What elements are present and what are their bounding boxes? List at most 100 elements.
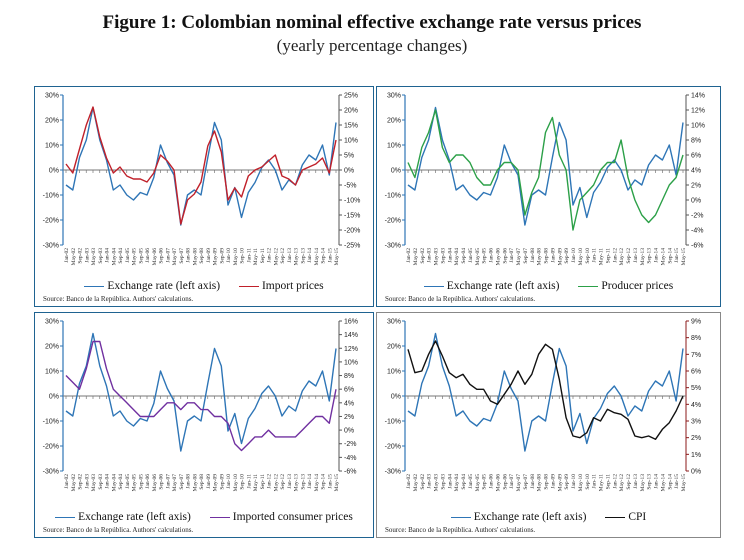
series-line-import-prices [65, 106, 337, 225]
legend-swatch [605, 516, 626, 518]
right-tick-label: 6% [691, 153, 701, 160]
right-tick-label: -20% [344, 228, 360, 235]
x-tick-label: May-07 [172, 248, 178, 266]
chart-svg: 30% 20% 10% 0% -10% -20% -30% 14% 12% 10% 8% 6% 4% 2%… [385, 93, 705, 266]
x-tick-label: May-03 [91, 248, 97, 266]
x-tick-label: Sep-05 [138, 474, 144, 490]
right-tick-label: 2% [691, 435, 701, 442]
panel-imported-consumer-prices: 30% 20% 10% 0% -10% -20% -30% 16% 14% 12% 10% 8% 6% 4… [34, 312, 374, 538]
legend-item: Producer prices [578, 280, 673, 292]
left-tick-label: 10% [45, 143, 59, 150]
x-tick-label: Jan-15 [327, 474, 333, 489]
right-tick-label: 1% [691, 452, 701, 459]
x-tick-label: May-14 [660, 474, 666, 492]
x-tick-label: Sep-10 [240, 248, 246, 264]
x-tick-label: Jan-09 [550, 248, 556, 263]
x-tick-label: Jan-07 [165, 474, 171, 489]
x-tick-label: Jan-09 [550, 474, 556, 489]
legend-swatch [450, 516, 471, 518]
x-tick-label: Sep-07 [179, 248, 185, 264]
left-tick-label: 10% [387, 369, 401, 376]
series-line-imported-consumer-prices [65, 340, 337, 452]
x-tick-label: Sep-11 [605, 248, 611, 264]
x-tick-label: Jan-07 [165, 248, 171, 263]
legend-item: Import prices [238, 280, 324, 292]
left-tick-label: -30% [385, 243, 401, 250]
x-tick-label: Sep-03 [98, 248, 104, 264]
x-tick-label: Jan-15 [327, 248, 333, 263]
x-tick-label: May-04 [111, 248, 117, 266]
x-tick-label: May-08 [192, 248, 198, 266]
chart-svg: 30% 20% 10% 0% -10% -20% -30% 9% 8% 7% 6% 5% 4% 3% 2% 1… [385, 319, 701, 492]
x-tick-label: May-11 [253, 474, 259, 491]
x-tick-label: May-11 [599, 248, 605, 265]
x-tick-label: Jan-14 [307, 248, 313, 263]
x-tick-label: Jan-06 [489, 248, 495, 263]
series-line-exchange-rate-left-axis [65, 332, 337, 452]
legend-item: Exchange rate (left axis) [423, 280, 559, 292]
left-tick-label: 0% [49, 168, 59, 175]
x-tick-label: Sep-11 [260, 474, 266, 490]
x-tick-label: May-02 [413, 474, 419, 492]
x-tick-label: May-02 [71, 248, 77, 266]
series-line-cpi [407, 340, 684, 441]
series-line-exchange-rate-left-axis [407, 332, 684, 452]
x-tick-label: Jan-15 [674, 248, 680, 263]
x-tick-label: Jan-14 [654, 474, 660, 489]
x-tick-label: Sep-09 [564, 474, 570, 490]
right-tick-label: 6% [691, 369, 701, 376]
x-tick-label: May-08 [537, 248, 543, 266]
left-tick-label: 10% [387, 143, 401, 150]
x-tick-label: Sep-08 [199, 248, 205, 264]
panel-import-prices: 30% 20% 10% 0% -10% -20% -30% 25% 20% 15% 10% 5% 0% -… [34, 86, 374, 307]
x-tick-label: Jan-04 [105, 248, 111, 263]
x-tick-label: May-10 [233, 248, 239, 266]
right-tick-label: 4% [691, 168, 701, 175]
right-tick-label: 7% [691, 352, 701, 359]
x-tick-label: Jan-08 [186, 248, 192, 263]
left-tick-label: 30% [45, 319, 59, 326]
right-tick-label: -6% [344, 469, 356, 476]
x-tick-label: May-11 [599, 474, 605, 491]
x-tick-label: Sep-08 [544, 248, 550, 264]
right-tick-label: 2% [691, 183, 701, 190]
right-tick-label: -6% [691, 243, 703, 250]
x-tick-label: Jan-05 [468, 248, 474, 263]
x-tick-label: Sep-07 [179, 474, 185, 490]
legend-swatch [423, 285, 444, 287]
x-tick-label: Jan-03 [84, 248, 90, 263]
right-tick-label: 15% [344, 123, 358, 130]
x-tick-label: Jan-11 [246, 474, 252, 489]
x-tick-label: Jan-04 [105, 474, 111, 489]
left-tick-label: -30% [43, 243, 59, 250]
x-tick-label: Jan-04 [447, 248, 453, 263]
x-tick-label: Sep-12 [626, 248, 632, 264]
x-tick-label: Jan-05 [468, 474, 474, 489]
source-note: Source: Banco de la República. Authors' … [385, 526, 536, 534]
x-tick-label: May-12 [273, 474, 279, 492]
x-tick-label: Sep-03 [440, 248, 446, 264]
right-tick-label: 20% [344, 108, 358, 115]
x-tick-label: May-15 [334, 474, 340, 492]
x-tick-label: Sep-11 [605, 474, 611, 490]
left-tick-label: 0% [49, 394, 59, 401]
right-tick-label: -10% [344, 198, 360, 205]
x-tick-label: Sep-14 [321, 248, 327, 264]
right-tick-label: 8% [691, 335, 701, 342]
x-tick-label: Sep-12 [626, 474, 632, 490]
left-tick-label: -20% [385, 444, 401, 451]
left-tick-label: 20% [387, 118, 401, 125]
right-tick-label: -5% [344, 183, 356, 190]
x-tick-label: May-13 [294, 248, 300, 266]
legend-label: Exchange rate (left axis) [107, 280, 221, 292]
x-tick-label: Sep-12 [280, 248, 286, 264]
x-tick-label: Jan-13 [287, 248, 293, 263]
x-tick-label: Sep-13 [300, 248, 306, 264]
right-tick-label: 0% [344, 168, 354, 175]
x-tick-label: Jan-10 [571, 248, 577, 263]
legend-label: Producer prices [601, 280, 674, 292]
x-tick-label: Jan-13 [633, 474, 639, 489]
x-tick-label: May-05 [132, 248, 138, 266]
x-tick-label: May-10 [578, 248, 584, 266]
x-tick-label: May-13 [294, 474, 300, 492]
